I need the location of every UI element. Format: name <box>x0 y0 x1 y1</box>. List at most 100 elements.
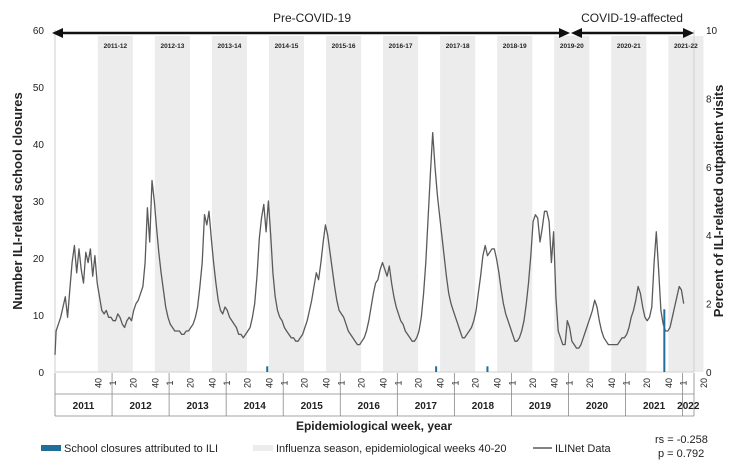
season-band-2011-12 <box>97 36 133 372</box>
y-tick-left-60: 60 <box>33 26 45 37</box>
x-axis-title: Epidemiological week, year <box>296 419 452 433</box>
y-tick-right-4: 4 <box>706 231 712 242</box>
y-axis-right-title: Percent of ILI-related outpatient visits <box>711 85 726 318</box>
week-tick-1: 1 <box>393 380 403 385</box>
week-tick-40: 40 <box>550 378 560 388</box>
legend-swatch-season <box>253 445 273 451</box>
week-tick-40: 40 <box>607 378 617 388</box>
week-tick-40: 40 <box>493 378 503 388</box>
season-label-2014-15: 2014-15 <box>275 43 299 50</box>
season-band-2017-18 <box>440 36 476 372</box>
week-tick-1: 1 <box>108 380 118 385</box>
pre-covid-label: Pre-COVID-19 <box>273 11 351 25</box>
closure-bar <box>486 366 489 372</box>
y-tick-left-40: 40 <box>33 140 45 151</box>
year-label-2019: 2019 <box>529 401 552 412</box>
season-label-2015-16: 2015-16 <box>332 43 356 50</box>
year-label-2022: 2022 <box>677 401 700 412</box>
legend-label-ilinet: ILINet Data <box>555 443 612 455</box>
covid-arrow <box>571 28 694 38</box>
year-label-2017: 2017 <box>415 401 438 412</box>
covid-affected-label: COVID-19-affected <box>581 11 683 25</box>
season-band-2014-15 <box>268 36 305 372</box>
y-tick-right-0: 0 <box>706 368 712 379</box>
year-label-2012: 2012 <box>129 401 152 412</box>
week-tick-40: 40 <box>436 378 446 388</box>
season-label-2019-20: 2019-20 <box>560 43 584 50</box>
y-tick-left-30: 30 <box>33 197 45 208</box>
week-tick-20: 20 <box>414 378 424 388</box>
week-tick-40: 40 <box>664 378 674 388</box>
season-label-2017-18: 2017-18 <box>446 43 470 50</box>
y-tick-right-8: 8 <box>706 94 712 105</box>
season-label-2013-14: 2013-14 <box>218 43 242 50</box>
week-tick-1: 1 <box>165 380 175 385</box>
week-tick-20: 20 <box>128 378 138 388</box>
y-axis-left-title: Number ILI-related school closures <box>10 92 25 309</box>
legend-label-season: Influenza season, epidemiological weeks … <box>276 443 507 455</box>
year-label-2021: 2021 <box>643 401 666 412</box>
legend-swatch-closures <box>41 445 61 451</box>
year-label-2015: 2015 <box>301 401 324 412</box>
week-tick-20: 20 <box>585 378 595 388</box>
season-label-2016-17: 2016-17 <box>389 43 413 50</box>
y-tick-left-0: 0 <box>38 368 44 379</box>
week-tick-20: 20 <box>243 378 253 388</box>
week-tick-40: 40 <box>322 378 332 388</box>
week-tick-1: 1 <box>679 380 689 385</box>
y-tick-right-6: 6 <box>706 163 712 174</box>
closure-bar <box>663 309 666 372</box>
year-label-2016: 2016 <box>358 401 381 412</box>
season-label-2020-21: 2020-21 <box>617 43 641 50</box>
legend: School closures attributed to ILI Influe… <box>41 443 612 455</box>
season-band-2020-21 <box>611 36 647 372</box>
season-label-2012-13: 2012-13 <box>160 43 184 50</box>
week-tick-1: 1 <box>279 380 289 385</box>
year-label-2011: 2011 <box>73 401 95 412</box>
x-axis-table: 40 1 20 40 1 20 40 1 20 40 1 20 40 1 20 40 1 20 40 1 20 40 1 20… <box>54 373 709 417</box>
closure-bar <box>435 366 438 372</box>
season-band-2016-17 <box>383 36 419 372</box>
season-band-2019-20 <box>554 36 590 372</box>
week-tick-40: 40 <box>379 378 389 388</box>
p-value: p = 0.792 <box>658 448 704 460</box>
season-label-2018-19: 2018-19 <box>503 43 527 50</box>
ilinet-line <box>54 131 685 355</box>
week-tick-40: 40 <box>150 378 160 388</box>
week-tick-20: 20 <box>300 378 310 388</box>
week-tick-40: 40 <box>93 378 103 388</box>
y-tick-left-50: 50 <box>33 83 45 94</box>
y-ticks-left: 0 10 20 30 40 50 60 <box>33 26 45 379</box>
year-label-2013: 2013 <box>187 401 210 412</box>
season-band-2015-16 <box>326 36 362 372</box>
legend-label-closures: School closures attributed to ILI <box>64 443 218 455</box>
season-label-2011-12: 2011-12 <box>104 43 128 50</box>
season-band-2012-13 <box>154 36 190 372</box>
week-tick-40: 40 <box>207 378 217 388</box>
pre-covid-arrow <box>52 28 570 38</box>
y-ticks-right: 0 2 4 6 8 10 <box>706 26 718 379</box>
week-tick-40: 40 <box>264 378 274 388</box>
week-tick-1: 1 <box>507 380 517 385</box>
season-band-2018-19 <box>497 36 533 372</box>
week-tick-20: 20 <box>185 378 195 388</box>
week-tick-1: 1 <box>565 380 575 385</box>
y-tick-left-10: 10 <box>33 311 45 322</box>
season-label-2021-22: 2021-22 <box>674 43 698 50</box>
week-tick-20: 20 <box>528 378 538 388</box>
week-tick-20: 20 <box>642 378 652 388</box>
year-label-2020: 2020 <box>586 401 609 412</box>
year-label-2018: 2018 <box>472 401 495 412</box>
school-closure-bars <box>266 309 666 372</box>
season-band-2021-22 <box>668 36 704 372</box>
season-labels: 2011-12 2012-13 2013-14 2014-15 2015-16 2016-… <box>104 43 699 50</box>
closure-bar <box>266 366 269 372</box>
y-tick-right-10: 10 <box>706 26 718 37</box>
week-tick-20: 20 <box>471 378 481 388</box>
week-tick-20: 20 <box>699 378 709 388</box>
year-label-2014: 2014 <box>244 401 267 412</box>
week-tick-1: 1 <box>336 380 346 385</box>
season-band-2013-14 <box>211 36 248 372</box>
week-tick-1: 1 <box>222 380 232 385</box>
